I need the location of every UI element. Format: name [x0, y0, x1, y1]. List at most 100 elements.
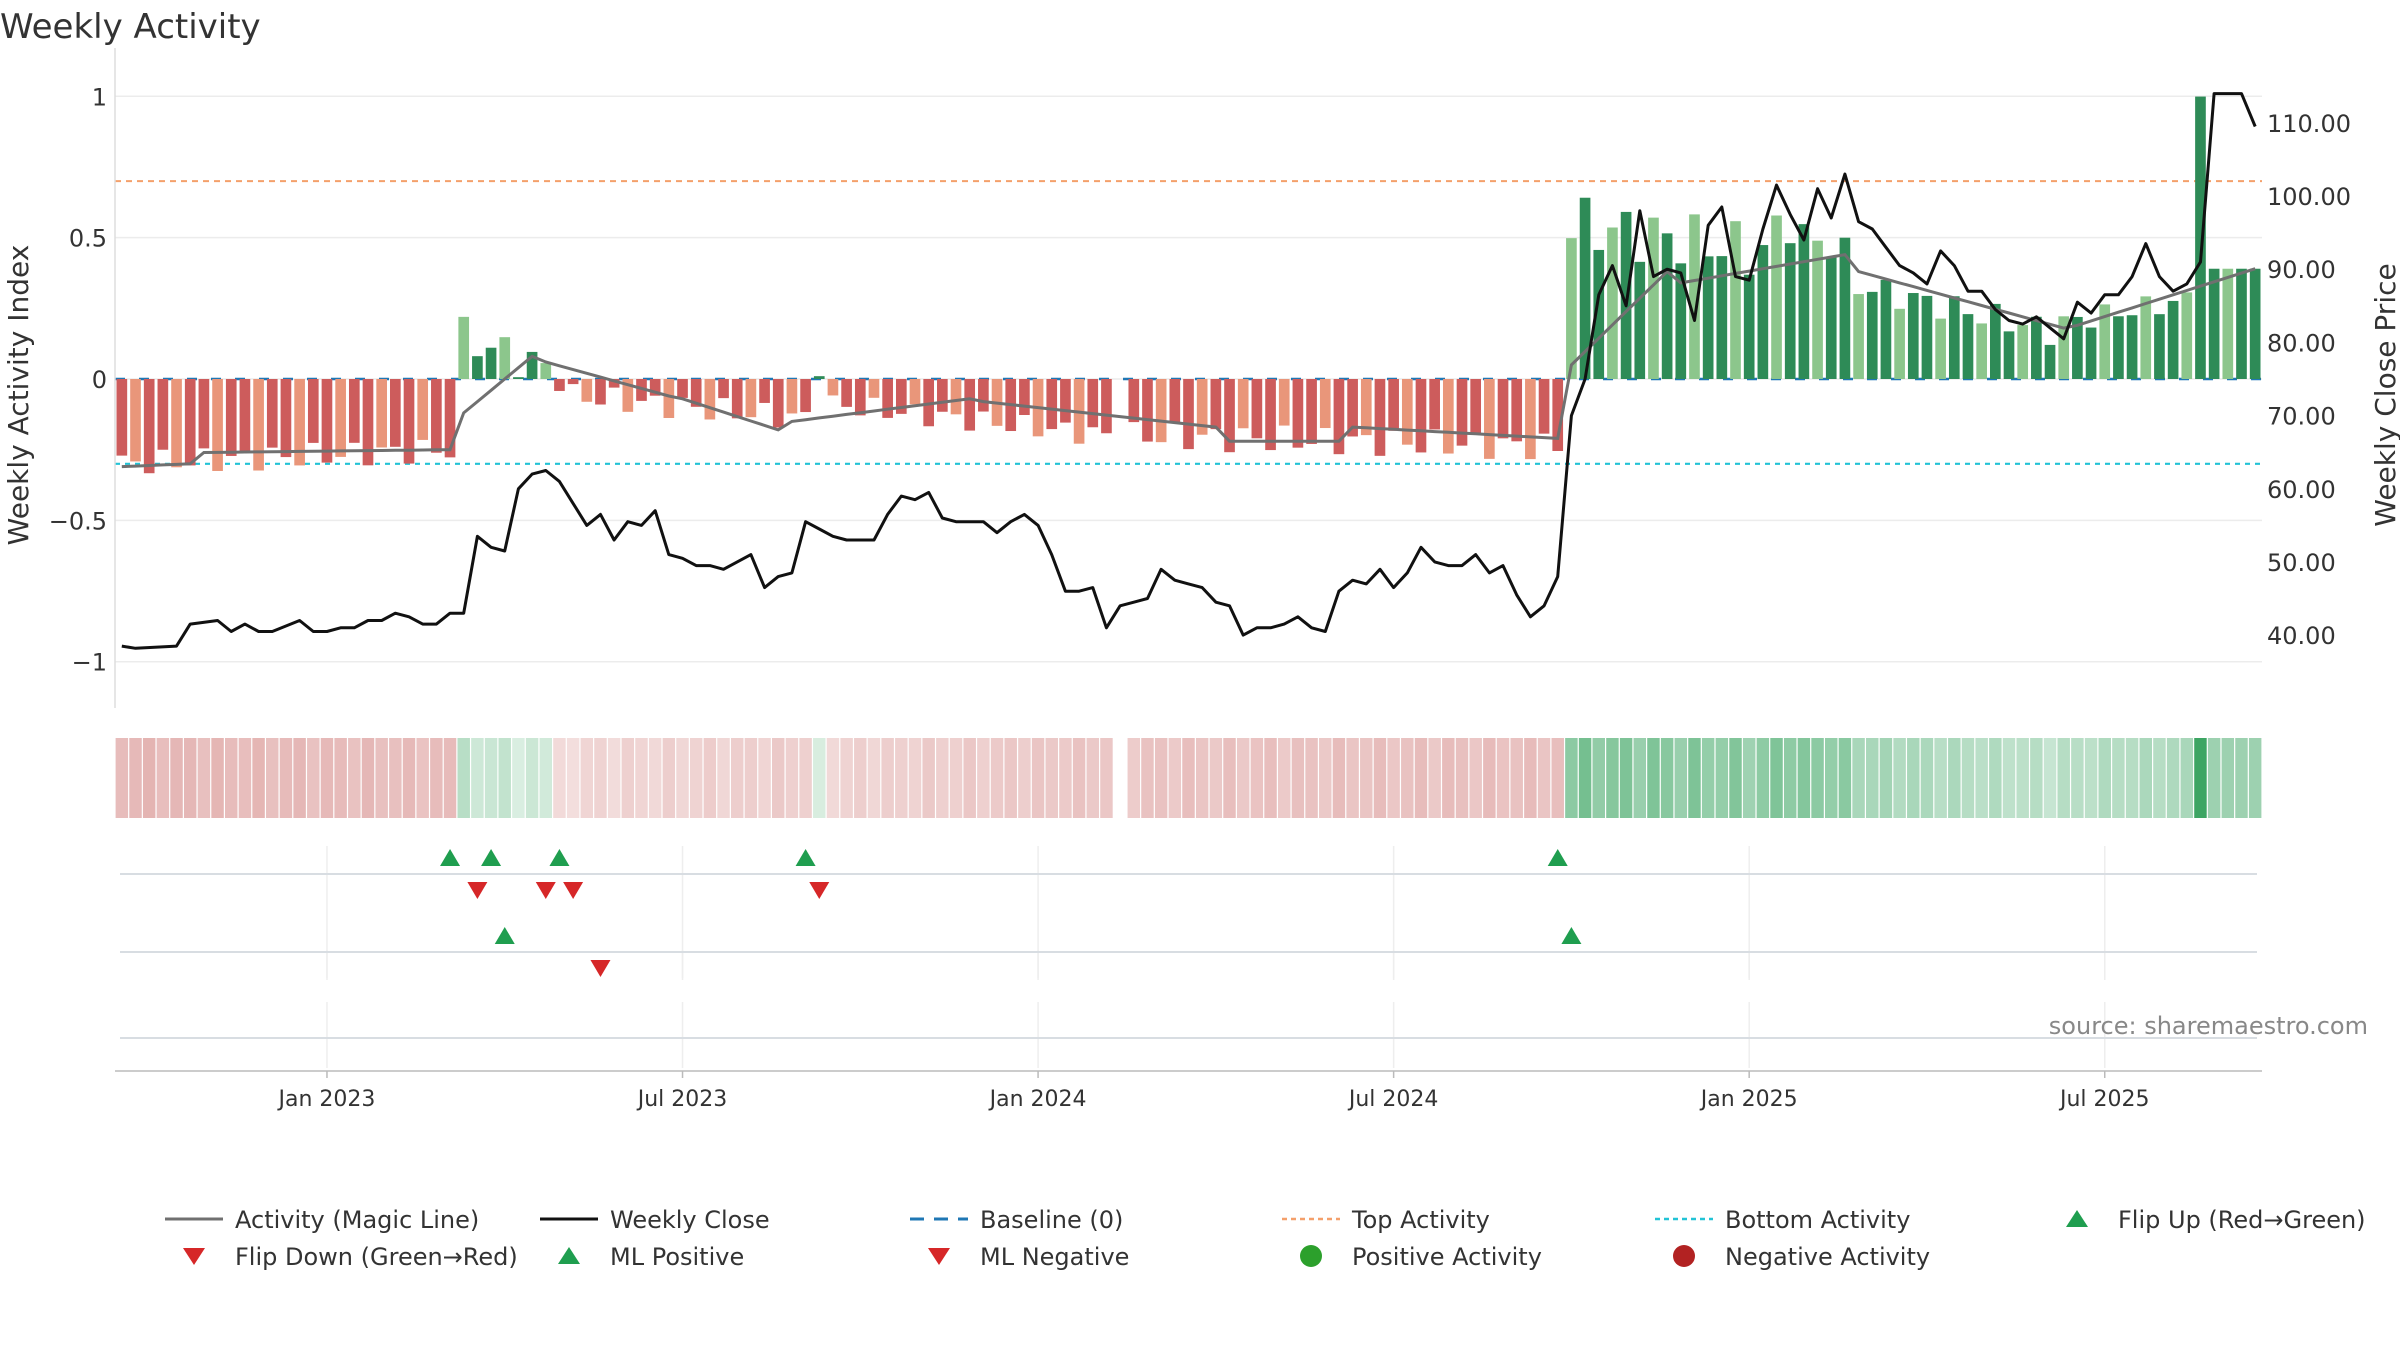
heat-cell: [1182, 738, 1195, 818]
heat-cell: [430, 738, 443, 818]
heat-cell: [348, 738, 361, 818]
flip-down-marker: [809, 882, 830, 899]
activity-bar: [1484, 379, 1495, 459]
heat-cell: [2248, 738, 2262, 818]
heat-cell: [1223, 738, 1236, 818]
legend-label: Weekly Close: [610, 1206, 770, 1234]
activity-bar: [854, 379, 866, 416]
activity-bar: [1401, 379, 1413, 445]
activity-bar: [1702, 256, 1714, 379]
activity-bar: [348, 379, 360, 443]
heat-cell: [826, 738, 840, 818]
heat-cell: [1100, 738, 1113, 818]
activity-bar: [1128, 379, 1140, 423]
activity-bar: [608, 379, 620, 388]
activity-bar: [1634, 261, 1646, 379]
heat-cell: [1045, 738, 1058, 818]
activity-bar: [786, 379, 798, 414]
activity-bar: [335, 379, 346, 457]
activity-bar: [1976, 323, 1987, 379]
heat-cell: [279, 738, 293, 818]
heat-cell: [115, 738, 129, 818]
activity-bar: [1566, 238, 1577, 379]
legend-label: Positive Activity: [1352, 1243, 1542, 1271]
heat-cell: [1127, 738, 1141, 818]
chart-legend: Activity (Magic Line) Weekly Close Baselin…: [165, 1206, 2366, 1271]
activity-bar: [2099, 304, 2111, 379]
heat-cell: [183, 738, 197, 818]
activity-bar: [171, 379, 182, 468]
activity-bar: [1224, 379, 1235, 453]
heat-cell: [1619, 738, 1633, 818]
activity-bar: [978, 379, 989, 412]
activity-bar: [1155, 379, 1167, 443]
heat-cell: [1018, 738, 1031, 818]
activity-bar: [431, 379, 442, 453]
legend-swatch: [558, 1247, 580, 1264]
heat-cell: [375, 738, 388, 818]
chart-title: Weekly Activity: [0, 7, 261, 47]
event-marker-rows: [120, 849, 2257, 1039]
x-tick-label: Jan 2023: [277, 1087, 376, 1112]
heat-cell: [1674, 738, 1688, 818]
flip-up-marker: [1547, 849, 1568, 866]
heat-cell: [662, 738, 676, 818]
heat-cell: [525, 738, 539, 818]
activity-bar: [1579, 197, 1591, 379]
activity-bar: [1511, 379, 1523, 442]
chart-gridlines: [115, 95, 2262, 1068]
heat-cell: [1291, 738, 1305, 818]
heat-cell: [1852, 738, 1865, 818]
activity-bar: [800, 379, 811, 413]
activity-bar: [485, 347, 497, 379]
heat-cell: [416, 738, 429, 818]
heat-cell: [922, 738, 935, 818]
heat-cell: [266, 738, 279, 818]
activity-bar: [130, 379, 141, 462]
activity-bar: [1675, 263, 1687, 379]
activity-bar: [1251, 379, 1263, 439]
activity-bar: [595, 379, 606, 405]
activity-bar: [1743, 274, 1755, 379]
y2-tick-label: 100.00: [2267, 183, 2351, 211]
activity-bar: [1716, 256, 1728, 379]
activity-bar: [307, 379, 319, 443]
activity-bar: [950, 379, 962, 415]
heat-cell: [867, 738, 881, 818]
heat-cell: [1483, 738, 1496, 818]
heat-cell: [1319, 738, 1332, 818]
heat-cell: [2180, 738, 2194, 818]
y2-tick-label: 60.00: [2267, 476, 2336, 504]
heat-cell: [840, 738, 853, 818]
x-tick-label: Jan 2024: [988, 1087, 1087, 1112]
activity-bar: [513, 377, 524, 379]
activity-bar: [1019, 379, 1030, 416]
heat-cell: [621, 738, 635, 818]
activity-bar: [403, 379, 415, 464]
heat-cell: [238, 738, 252, 818]
heat-cell: [2030, 738, 2043, 818]
activity-bar: [567, 379, 579, 385]
activity-bar: [458, 316, 470, 379]
heat-cell: [1086, 738, 1100, 818]
y-tick-label: 0: [92, 366, 107, 394]
legend-label: Baseline (0): [980, 1206, 1123, 1234]
heat-cell: [1688, 738, 1701, 818]
flip-down-marker: [467, 882, 488, 899]
flip-down-marker: [535, 882, 556, 899]
heat-cell: [635, 738, 648, 818]
activity-bar: [2113, 316, 2124, 379]
heat-cell: [1866, 738, 1879, 818]
activity-bar: [2003, 331, 2015, 379]
activity-bar: [2044, 344, 2056, 379]
heat-cell: [936, 738, 949, 818]
activity-bar: [772, 379, 784, 428]
heat-cell: [1264, 738, 1277, 818]
heat-cell: [457, 738, 470, 818]
y2-tick-label: 90.00: [2267, 256, 2336, 284]
heat-cell: [1346, 738, 1359, 818]
activity-bar: [1812, 240, 1823, 379]
heat-cell: [1715, 738, 1729, 818]
heat-cell: [2084, 738, 2098, 818]
activity-bar: [745, 379, 757, 418]
